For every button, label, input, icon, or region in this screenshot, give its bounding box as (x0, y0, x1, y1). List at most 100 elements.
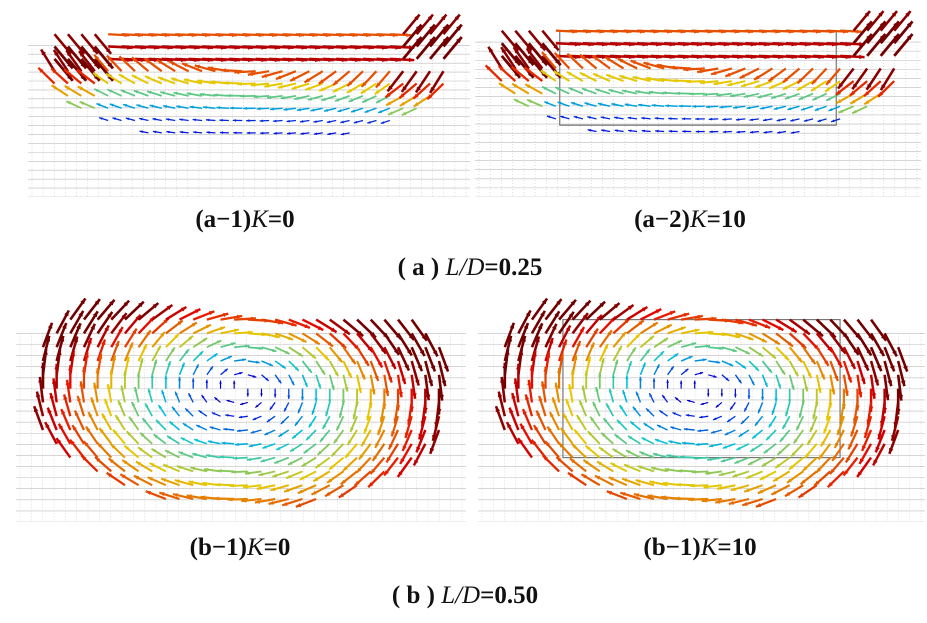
arrow-head (347, 81, 353, 87)
arrow-head (43, 348, 48, 355)
arrow-head (691, 342, 697, 346)
arrow-head (123, 371, 127, 376)
arrow-head (554, 59, 561, 66)
arrow-head (614, 116, 618, 120)
arrow-head (579, 326, 585, 333)
arrow-head (705, 344, 710, 348)
arrow-head (414, 379, 420, 386)
arrow-head (784, 95, 790, 100)
arrow-head (742, 501, 748, 506)
arrow-head (711, 70, 717, 75)
vector-field (475, 10, 921, 197)
arrow-head (388, 111, 393, 115)
arrow-head (831, 389, 836, 395)
arrow-head (76, 323, 81, 330)
arrow-head (226, 93, 231, 98)
arrow-head (606, 491, 613, 495)
arrow-head (170, 347, 175, 352)
arrow-head (196, 425, 201, 428)
arrow-head (70, 350, 76, 357)
arrow-head (64, 310, 69, 317)
arrow-head (109, 369, 114, 375)
arrow-head (568, 384, 572, 389)
arrow-head (599, 447, 604, 452)
arrow-head (153, 359, 158, 365)
arrow-head (58, 423, 64, 430)
arrow-head (176, 105, 181, 109)
arrow-head (280, 420, 285, 424)
arrow-head (727, 418, 731, 423)
arrow-head (845, 457, 851, 463)
arrow-head (800, 479, 806, 485)
arrow-head (427, 94, 433, 100)
arrow-head (325, 412, 329, 417)
arrow-head (413, 102, 419, 107)
arrow-head (758, 352, 763, 357)
arrow-head (711, 430, 715, 434)
arrow-head (791, 385, 795, 391)
arrow-head (321, 97, 326, 101)
arrow-head (232, 119, 237, 122)
arrow-head (344, 329, 350, 335)
arrow-head (93, 382, 98, 388)
arrow-head (635, 479, 641, 484)
arrow-head (79, 101, 85, 105)
arrow-head (236, 314, 243, 319)
arrow-head (347, 373, 352, 378)
arrow-head (118, 74, 124, 79)
arrow-head (200, 495, 206, 500)
arrow-head (303, 449, 309, 454)
arrow-head (70, 439, 75, 445)
arrow-head (502, 362, 508, 369)
arrow-head (692, 104, 696, 108)
arrow-head (120, 89, 126, 94)
value: =0.25 (484, 254, 543, 281)
variable: K (689, 206, 707, 233)
arrow-head (852, 109, 857, 114)
arrow-head (627, 116, 632, 120)
arrow-head (677, 340, 683, 344)
value: =0 (263, 534, 291, 561)
arrow-head (745, 350, 750, 354)
arrow-head (697, 429, 701, 433)
arrow-head (441, 380, 447, 387)
arrow-head (542, 86, 547, 91)
arrow-head (734, 394, 737, 398)
arrow-head (252, 375, 257, 378)
arrow-head (200, 92, 205, 97)
arrow-head (576, 415, 581, 420)
arrow-head (776, 118, 781, 122)
arrow-head (567, 53, 573, 59)
arrow-head (267, 95, 272, 99)
arrow-head (106, 472, 112, 478)
label: ( a ) (397, 254, 440, 281)
arrow-head (51, 68, 57, 74)
arrow-head (99, 117, 103, 120)
arrow-head (115, 340, 120, 347)
arrow-head (903, 365, 908, 372)
arrow-head (695, 442, 700, 446)
arrow-head (351, 109, 356, 113)
arrow-head (161, 478, 167, 483)
arrow-head (627, 304, 634, 310)
arrow-head (826, 79, 831, 85)
arrow-head (327, 478, 333, 483)
arrow-head (418, 433, 423, 440)
arrow-head (906, 33, 913, 41)
arrow-head (47, 322, 53, 329)
arrow-head (674, 353, 679, 357)
arrow-head (628, 436, 633, 440)
arrow-head (340, 120, 344, 124)
arrow-head (317, 450, 322, 455)
arrow-head (145, 491, 152, 495)
arrow-head (573, 115, 578, 119)
arrow-head (652, 378, 656, 382)
arrow-head (202, 338, 208, 342)
arrow-head (662, 481, 668, 486)
arrow-head (516, 363, 521, 370)
arrow-head (621, 332, 626, 337)
arrow-head (266, 418, 271, 423)
arrow-head (746, 474, 751, 479)
arrow-head (794, 371, 799, 377)
arrow-head (774, 340, 780, 345)
